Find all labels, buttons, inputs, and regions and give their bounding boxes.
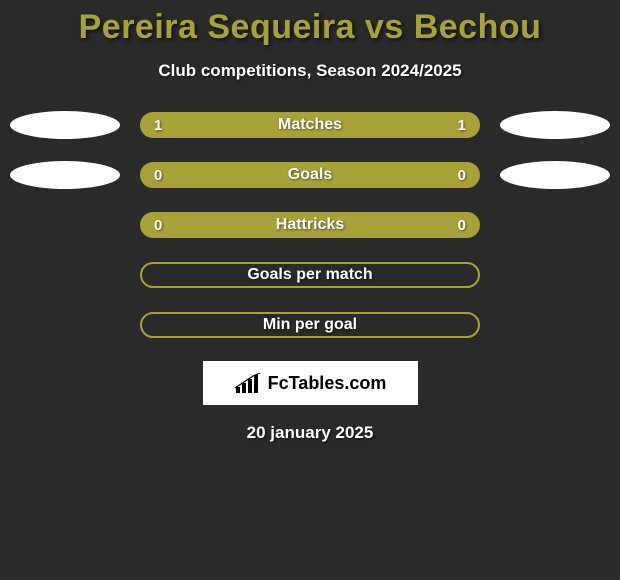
oval-spacer xyxy=(10,261,120,289)
stat-label: Matches xyxy=(278,116,342,134)
player-oval-left xyxy=(10,111,120,139)
stats-area: 1 Matches 1 0 Goals 0 0 Hattricks 0 Goals per mat… xyxy=(0,111,620,339)
page-title: Pereira Sequeira vs Bechou xyxy=(0,8,620,47)
stat-bar: 0 Goals 0 xyxy=(140,162,480,188)
oval-spacer xyxy=(10,311,120,339)
stat-label: Goals xyxy=(288,166,332,184)
player-oval-left xyxy=(10,161,120,189)
stat-bar: 0 Hattricks 0 xyxy=(140,212,480,238)
oval-spacer xyxy=(500,311,610,339)
stat-row: Goals per match xyxy=(0,261,620,289)
date-label: 20 january 2025 xyxy=(0,423,620,443)
stat-value-right: 0 xyxy=(458,167,466,184)
stat-value-left: 0 xyxy=(154,167,162,184)
logo-text: FcTables.com xyxy=(268,373,387,394)
stat-label: Hattricks xyxy=(276,216,344,234)
oval-spacer xyxy=(500,261,610,289)
stat-bar: Goals per match xyxy=(140,262,480,288)
stat-label: Min per goal xyxy=(263,316,357,334)
stat-bar: Min per goal xyxy=(140,312,480,338)
player-oval-right xyxy=(500,161,610,189)
stat-value-right: 1 xyxy=(458,117,466,134)
logo-box[interactable]: FcTables.com xyxy=(203,361,418,405)
stat-bar: 1 Matches 1 xyxy=(140,112,480,138)
stat-value-left: 1 xyxy=(154,117,162,134)
oval-spacer xyxy=(10,211,120,239)
oval-spacer xyxy=(500,211,610,239)
comparison-widget: Pereira Sequeira vs Bechou Club competit… xyxy=(0,0,620,443)
stat-value-left: 0 xyxy=(154,217,162,234)
stat-row: Min per goal xyxy=(0,311,620,339)
stat-value-right: 0 xyxy=(458,217,466,234)
stat-row: 1 Matches 1 xyxy=(0,111,620,139)
bar-chart-icon xyxy=(234,373,262,393)
stat-label: Goals per match xyxy=(247,266,372,284)
player-oval-right xyxy=(500,111,610,139)
subtitle: Club competitions, Season 2024/2025 xyxy=(0,61,620,81)
stat-row: 0 Hattricks 0 xyxy=(0,211,620,239)
stat-row: 0 Goals 0 xyxy=(0,161,620,189)
